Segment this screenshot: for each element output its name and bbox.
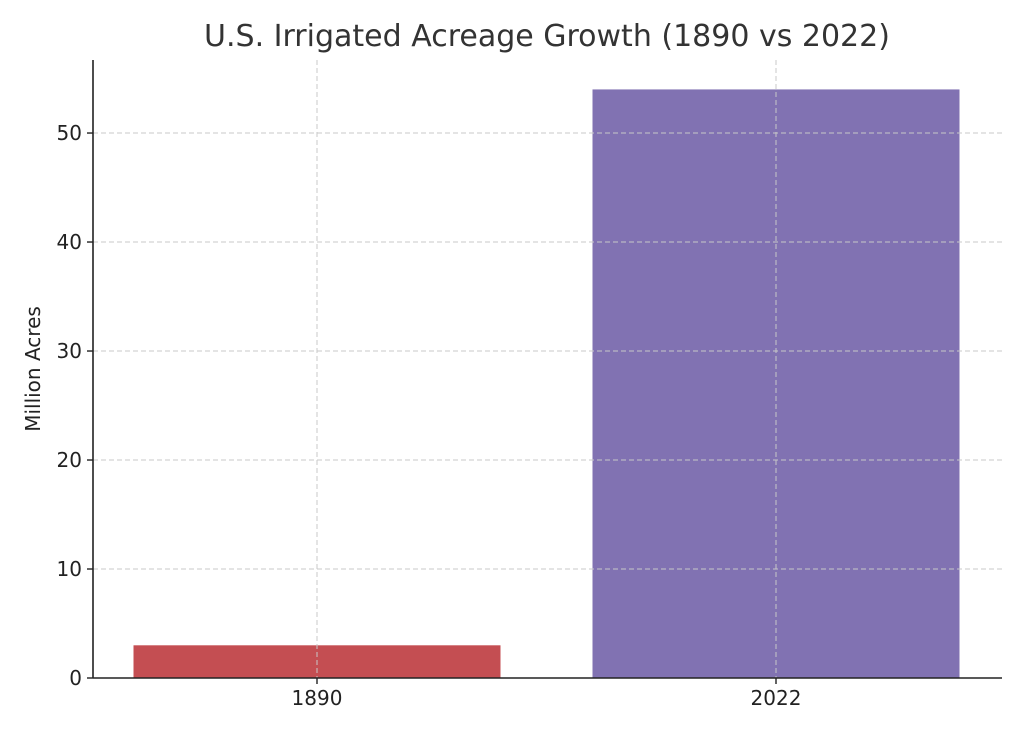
y-tick-label: 30 [57, 339, 82, 363]
y-tick-label: 50 [57, 121, 82, 145]
y-tick-label: 40 [57, 230, 82, 254]
axes [92, 60, 1002, 679]
y-axis-label: Million Acres [21, 306, 45, 432]
y-ticks: 0 10 20 30 40 50 [57, 121, 93, 690]
bars [93, 60, 1002, 678]
chart-title: U.S. Irrigated Acreage Growth (1890 vs 2… [204, 19, 890, 54]
y-tick-label: 20 [57, 448, 82, 472]
x-ticks: 1890 2022 [292, 678, 802, 710]
y-tick-label: 10 [57, 557, 82, 581]
x-tick-label: 1890 [292, 686, 343, 710]
y-tick-label: 0 [69, 666, 82, 690]
x-tick-label: 2022 [751, 686, 802, 710]
